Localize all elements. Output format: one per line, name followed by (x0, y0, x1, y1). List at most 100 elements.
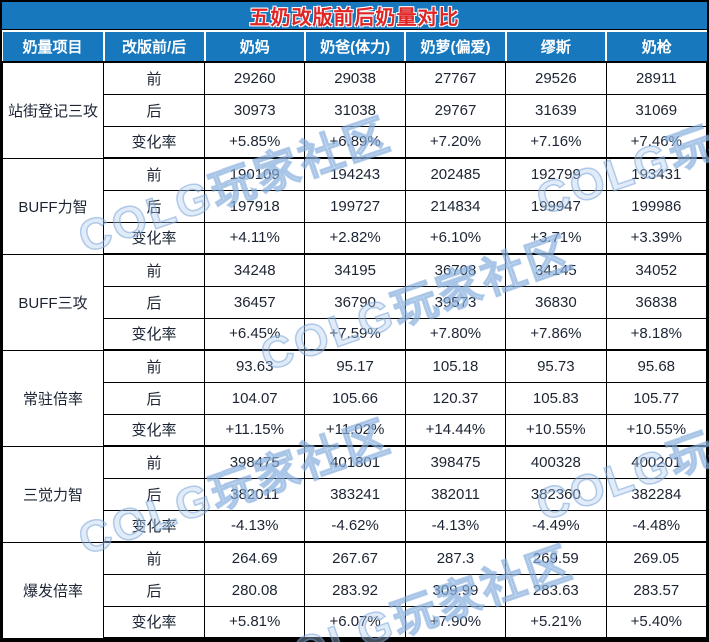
row-label: 前 (103, 541, 206, 575)
row-label: 变化率 (103, 221, 206, 255)
row-group-label: 三觉力智 (1, 445, 105, 543)
table-row: BUFF三攻前 34248 34195 36708 34145 34052 (1, 253, 708, 351)
row-label: 前 (103, 445, 206, 479)
table-row: 变化率 +5.81% +6.07% +7.90% +5.21% +5.40% (3, 605, 708, 639)
row-label: 后 (103, 93, 206, 127)
value-cell: -4.13% (204, 509, 306, 543)
table-row: 后 104.07 105.66 120.37 105.83 105.77 (3, 381, 708, 415)
title-divider (2, 30, 707, 32)
table-row: 变化率 +6.45% +7.59% +7.80% +7.86% +8.18% (3, 317, 708, 351)
value-cell: 190109 (204, 157, 306, 191)
value-cell: 199727 (304, 189, 406, 223)
value-cell: +2.82% (304, 221, 406, 255)
header-row: 奶量项目 改版前/后 奶妈 奶爸(体力) 奶萝(偏爱) 缪斯 奶枪 (2, 32, 707, 63)
value-cell: -4.13% (404, 509, 507, 543)
value-cell: 105.66 (304, 381, 406, 415)
table-row: 后 30973 31038 29767 31639 31069 (3, 93, 708, 127)
value-cell: 283.57 (605, 573, 708, 607)
row-group-label: BUFF力智 (1, 157, 105, 255)
data-table: 奶量项目 改版前/后 奶妈 奶爸(体力) 奶萝(偏爱) 缪斯 奶枪 站街登记三攻前 29260… (1, 32, 708, 639)
value-cell: 398475 (404, 445, 507, 479)
value-cell: +11.15% (204, 413, 306, 447)
value-cell: 36838 (605, 285, 708, 319)
value-cell: +7.46% (605, 125, 708, 159)
row-group-label: 常驻倍率 (1, 349, 105, 447)
value-cell: +10.55% (605, 413, 708, 447)
value-cell: 202485 (404, 157, 507, 191)
value-cell: +5.81% (204, 605, 306, 639)
value-cell: +6.89% (304, 125, 406, 159)
table-row: 后 197918 199727 214834 199947 199986 (3, 189, 708, 223)
value-cell: +7.86% (505, 317, 607, 351)
value-cell: 34195 (304, 253, 406, 287)
row-label: 后 (103, 477, 206, 511)
value-cell: 400201 (605, 445, 708, 479)
value-cell: +5.21% (505, 605, 607, 639)
value-cell: 283.63 (505, 573, 607, 607)
value-cell: 197918 (204, 189, 306, 223)
table-row: 变化率 +4.11% +2.82% +6.10% +3.71% +3.39% (3, 221, 708, 255)
row-label: 后 (103, 573, 206, 607)
row-group-label: BUFF三攻 (1, 253, 105, 351)
column-header: 奶量项目 (2, 32, 104, 63)
value-cell: +8.18% (605, 317, 708, 351)
value-cell: 105.77 (605, 381, 708, 415)
value-cell: +6.10% (404, 221, 507, 255)
row-label: 后 (103, 189, 206, 223)
row-label: 变化率 (103, 125, 206, 159)
table-row: 后 382011 383241 382011 382360 382284 (3, 477, 708, 511)
table-body: 站街登记三攻前 29260 29038 27767 29526 28911 后 30973 31… (1, 61, 708, 639)
value-cell: +7.20% (404, 125, 507, 159)
value-cell: 31069 (605, 93, 708, 127)
value-cell: 193431 (605, 157, 708, 191)
value-cell: 29260 (204, 61, 306, 95)
value-cell: 31038 (304, 93, 406, 127)
column-header: 改版前/后 (102, 32, 205, 63)
value-cell: 287.3 (404, 541, 507, 575)
column-header: 奶妈 (203, 32, 305, 63)
value-cell: 382360 (505, 477, 607, 511)
table-row: 变化率 +5.85% +6.89% +7.20% +7.16% +7.46% (3, 125, 708, 159)
row-label: 变化率 (103, 509, 206, 543)
value-cell: 105.83 (505, 381, 607, 415)
row-label: 变化率 (103, 413, 206, 447)
table-row: BUFF力智前 190109 194243 202485 192799 193431 (1, 157, 708, 255)
value-cell: 382284 (605, 477, 708, 511)
column-header: 奶爸(体力) (303, 32, 406, 63)
value-cell: 199986 (605, 189, 708, 223)
value-cell: 95.17 (304, 349, 406, 383)
value-cell: +7.90% (404, 605, 507, 639)
value-cell: 199947 (505, 189, 607, 223)
value-cell: 36457 (204, 285, 306, 319)
table-row: 常驻倍率前 93.63 95.17 105.18 95.73 95.68 (1, 349, 708, 447)
table-row: 后 280.08 283.92 309.99 283.63 283.57 (3, 573, 708, 607)
value-cell: +14.44% (404, 413, 507, 447)
value-cell: +7.16% (505, 125, 607, 159)
row-label: 前 (103, 349, 206, 383)
value-cell: +4.11% (204, 221, 306, 255)
table-row: 变化率 +11.15% +11.02% +14.44% +10.55% +10.55% (3, 413, 708, 447)
value-cell: 309.99 (404, 573, 507, 607)
column-header: 奶萝(偏爱) (404, 32, 506, 63)
value-cell: 383241 (304, 477, 406, 511)
title-bar: 五奶改版前后奶量对比 (2, 2, 707, 30)
table-row: 三觉力智前 398475 401801 398475 400328 400201 (1, 445, 708, 543)
row-label: 变化率 (103, 605, 206, 639)
value-cell: 34145 (505, 253, 607, 287)
page-title: 五奶改版前后奶量对比 (249, 7, 460, 29)
value-cell: 34052 (605, 253, 708, 287)
value-cell: 283.92 (304, 573, 406, 607)
value-cell: 36708 (404, 253, 507, 287)
value-cell: +3.71% (505, 221, 607, 255)
value-cell: +6.07% (304, 605, 406, 639)
row-label: 变化率 (103, 317, 206, 351)
row-group-label: 爆发倍率 (1, 541, 105, 639)
value-cell: 400328 (505, 445, 607, 479)
value-cell: 29767 (404, 93, 507, 127)
value-cell: 194243 (304, 157, 406, 191)
value-cell: +5.85% (204, 125, 306, 159)
value-cell: 401801 (304, 445, 406, 479)
value-cell: -4.49% (505, 509, 607, 543)
value-cell: 269.59 (505, 541, 607, 575)
row-label: 后 (103, 381, 206, 415)
